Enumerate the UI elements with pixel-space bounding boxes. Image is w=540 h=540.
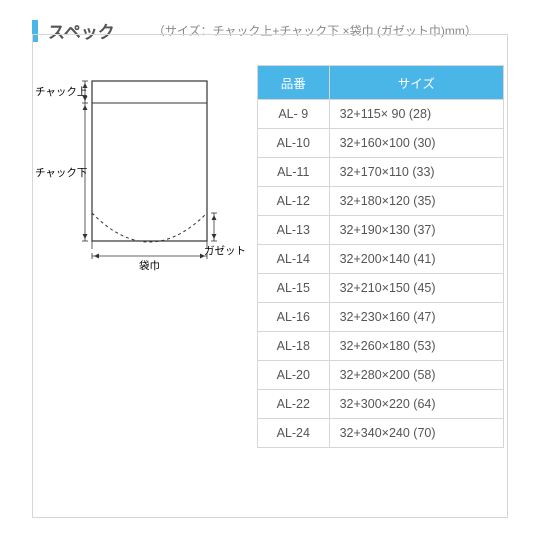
cell-size: 32+260×180 (53) (329, 332, 503, 361)
table-row: AL-2032+280×200 (58) (258, 361, 504, 390)
cell-product: AL-18 (258, 332, 330, 361)
cell-size: 32+160×100 (30) (329, 129, 503, 158)
spec-table-wrap: 品番 サイズ AL- 932+115× 90 (28)AL-1032+160×1… (257, 65, 504, 448)
table-row: AL-2232+300×220 (64) (258, 390, 504, 419)
table-row: AL-1232+180×120 (35) (258, 187, 504, 216)
cell-product: AL-16 (258, 303, 330, 332)
table-row: AL-1332+190×130 (37) (258, 216, 504, 245)
cell-product: AL-14 (258, 245, 330, 274)
cell-product: AL-24 (258, 419, 330, 448)
cell-product: AL-20 (258, 361, 330, 390)
cell-product: AL-22 (258, 390, 330, 419)
cell-size: 32+230×160 (47) (329, 303, 503, 332)
cell-size: 32+210×150 (45) (329, 274, 503, 303)
label-gusset: ガゼット巾 (204, 244, 247, 257)
cell-product: AL-15 (258, 274, 330, 303)
cell-size: 32+180×120 (35) (329, 187, 503, 216)
cell-size: 32+300×220 (64) (329, 390, 503, 419)
label-chuck-bottom: チャック下 (35, 167, 87, 179)
cell-size: 32+170×110 (33) (329, 158, 503, 187)
table-row: AL-1432+200×140 (41) (258, 245, 504, 274)
cell-size: 32+280×200 (58) (329, 361, 503, 390)
col-product: 品番 (258, 66, 330, 100)
table-row: AL-1032+160×100 (30) (258, 129, 504, 158)
content-area: チャック上 チャック下 ガゼット巾 袋巾 (12, 47, 528, 448)
label-chuck-top: チャック上 (35, 86, 87, 98)
table-row: AL-1832+260×180 (53) (258, 332, 504, 361)
label-width: 袋巾 (139, 259, 160, 272)
cell-product: AL-13 (258, 216, 330, 245)
cell-size: 32+340×240 (70) (329, 419, 503, 448)
table-row: AL-1532+210×150 (45) (258, 274, 504, 303)
cell-size: 32+190×130 (37) (329, 216, 503, 245)
spec-table: 品番 サイズ AL- 932+115× 90 (28)AL-1032+160×1… (257, 65, 504, 448)
table-row: AL- 932+115× 90 (28) (258, 100, 504, 129)
table-row: AL-2432+340×240 (70) (258, 419, 504, 448)
cell-size: 32+115× 90 (28) (329, 100, 503, 129)
cell-product: AL-11 (258, 158, 330, 187)
table-row: AL-1632+230×160 (47) (258, 303, 504, 332)
cell-product: AL- 9 (258, 100, 330, 129)
cell-product: AL-10 (258, 129, 330, 158)
table-row: AL-1132+170×110 (33) (258, 158, 504, 187)
cell-size: 32+200×140 (41) (329, 245, 503, 274)
col-size: サイズ (329, 66, 503, 100)
cell-product: AL-12 (258, 187, 330, 216)
bag-diagram: チャック上 チャック下 ガゼット巾 袋巾 (32, 65, 257, 448)
